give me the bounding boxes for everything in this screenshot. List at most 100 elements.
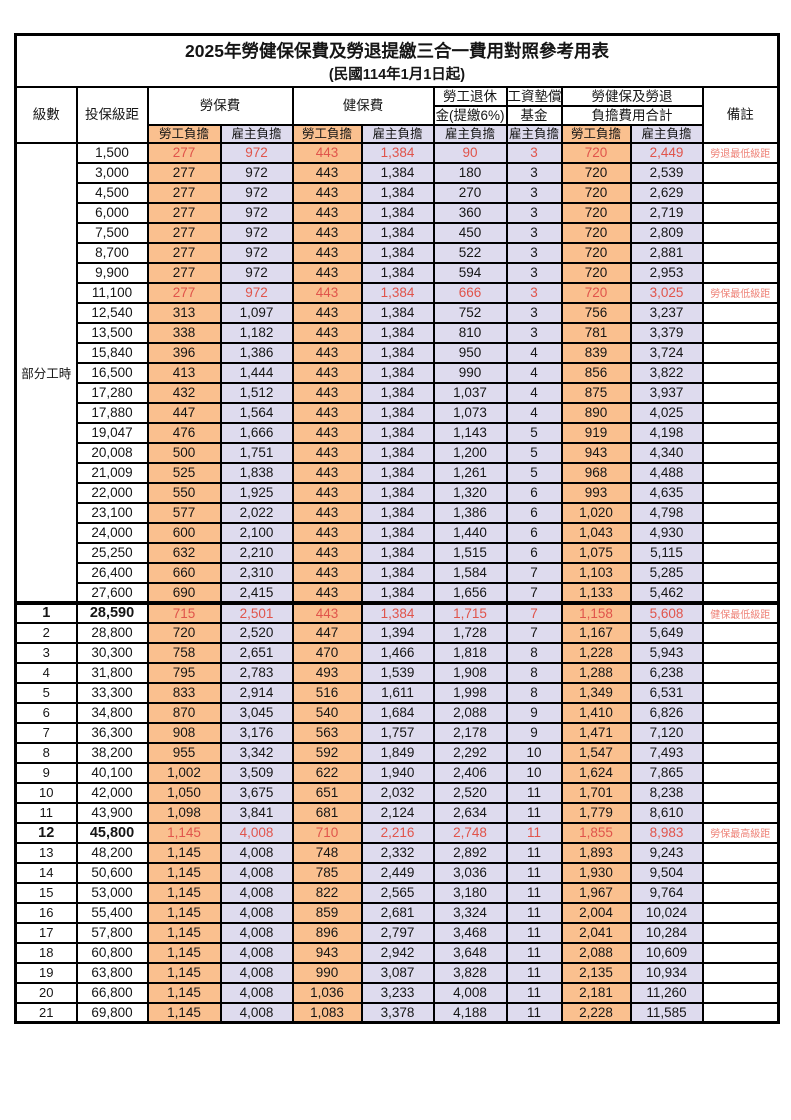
cell-value: 2,181 [560, 981, 632, 1004]
cell-insured-bracket: 43,900 [75, 801, 149, 824]
cell-value: 870 [146, 701, 222, 724]
cell-value: 6 [505, 521, 563, 544]
cell-insured-bracket: 26,400 [75, 561, 149, 584]
cell-value: 1,384 [360, 141, 435, 164]
table-row: 21 69,800 1,145 4,008 1,083 3,378 4,188 11 2,228… [14, 1001, 780, 1024]
cell-value: 11 [505, 1001, 563, 1024]
cell-insured-bracket: 45,800 [75, 821, 149, 844]
cell-value: 5 [505, 441, 563, 464]
cell-value: 2,415 [219, 581, 294, 604]
cell-value: 943 [291, 941, 363, 964]
cell-value: 2,501 [219, 600, 294, 624]
cell-remark [701, 961, 780, 984]
cell-value: 1,779 [560, 801, 632, 824]
cell-insured-bracket: 16,500 [75, 361, 149, 384]
cell-value: 10 [505, 761, 563, 784]
cell-value: 990 [291, 961, 363, 984]
cell-value: 577 [146, 501, 222, 524]
cell-insured-bracket: 30,300 [75, 641, 149, 664]
cell-value: 5,649 [629, 621, 704, 644]
cell-value: 2,942 [360, 941, 435, 964]
cell-insured-bracket: 17,880 [75, 401, 149, 424]
cell-value: 1,666 [219, 421, 294, 444]
cell-value: 859 [291, 901, 363, 924]
cell-value: 2,100 [219, 521, 294, 544]
table-row: 17,280 432 1,512 443 1,384 1,037 4 875 3,937 [16, 381, 780, 404]
table-row: 20,008 500 1,751 443 1,384 1,200 5 943 4,340 [16, 441, 780, 464]
cell-remark [701, 441, 780, 464]
cell-value: 11 [505, 841, 563, 864]
cell-value: 2,539 [629, 161, 704, 184]
cell-value: 3,233 [360, 981, 435, 1004]
sub-header-total-employer: 雇主負擔 [629, 123, 704, 144]
cell-value: 1,145 [146, 881, 222, 904]
cell-value: 919 [560, 421, 632, 444]
cell-value: 1,728 [432, 621, 508, 644]
cell-value: 720 [146, 621, 222, 644]
group-header-wage-fund-line2: 基金 [505, 104, 563, 126]
cell-value: 563 [291, 721, 363, 744]
cell-value: 5,285 [629, 561, 704, 584]
cell-value: 11 [505, 861, 563, 884]
cell-value: 2,719 [629, 201, 704, 224]
cell-value: 7 [505, 561, 563, 584]
cell-value: 3,180 [432, 881, 508, 904]
sub-header-pension-employer: 雇主負擔 [432, 123, 508, 144]
table-row: 11,100 277 972 443 1,384 666 3 720 3,025 勞保最低級距 [16, 281, 780, 304]
cell-value: 3,087 [360, 961, 435, 984]
cell-remark [701, 401, 780, 424]
cell-insured-bracket: 15,840 [75, 341, 149, 364]
cell-value: 1,384 [360, 181, 435, 204]
cell-insured-bracket: 23,100 [75, 501, 149, 524]
cell-remark [701, 581, 780, 604]
cell-level: 4 [14, 661, 78, 684]
cell-remark [701, 661, 780, 684]
cell-level: 20 [14, 981, 78, 1004]
cell-value: 972 [219, 181, 294, 204]
cell-value: 1,384 [360, 341, 435, 364]
table-row: 16 55,400 1,145 4,008 859 2,681 3,324 11 2,004 10… [14, 901, 780, 924]
cell-value: 1,182 [219, 321, 294, 344]
cell-level: 1 [14, 600, 78, 624]
table-row: 13 48,200 1,145 4,008 748 2,332 2,892 11 1,893 9,… [14, 841, 780, 864]
cell-insured-bracket: 66,800 [75, 981, 149, 1004]
title-cell: 2025年勞健保保費及勞退提繳三合一費用對照參考用表 (民國114年1月1日起) [14, 33, 780, 88]
cell-value: 443 [291, 561, 363, 584]
cell-value: 720 [560, 201, 632, 224]
cell-value: 1,145 [146, 1001, 222, 1024]
cell-level: 7 [14, 721, 78, 744]
cell-value: 2,520 [432, 781, 508, 804]
cell-value: 990 [432, 361, 508, 384]
cell-value: 1,200 [432, 441, 508, 464]
cell-value: 3,841 [219, 801, 294, 824]
cell-value: 5,608 [629, 600, 704, 624]
cell-value: 1,547 [560, 741, 632, 764]
table-row: 10 42,000 1,050 3,675 651 2,032 2,520 11 1,701 8,… [14, 781, 780, 804]
cell-insured-bracket: 36,300 [75, 721, 149, 744]
cell-value: 277 [146, 181, 222, 204]
cell-remark [701, 781, 780, 804]
cell-value: 3 [505, 181, 563, 204]
cell-value: 1,050 [146, 781, 222, 804]
cell-value: 443 [291, 481, 363, 504]
cell-value: 890 [560, 401, 632, 424]
table-row: 18 60,800 1,145 4,008 943 2,942 3,648 11 2,088 10… [14, 941, 780, 964]
cell-value: 4,008 [219, 981, 294, 1004]
title-row: 2025年勞健保保費及勞退提繳三合一費用對照參考用表 (民國114年1月1日起) [14, 33, 780, 88]
table-row: 19 63,800 1,145 4,008 990 3,087 3,828 11 2,135 10… [14, 961, 780, 984]
cell-value: 1,855 [560, 821, 632, 844]
cell-value: 1,394 [360, 621, 435, 644]
cell-value: 6,238 [629, 661, 704, 684]
cell-insured-bracket: 1,500 [75, 141, 149, 164]
cell-value: 7 [505, 621, 563, 644]
cell-value: 1,930 [560, 861, 632, 884]
cell-value: 8 [505, 641, 563, 664]
cell-value: 950 [432, 341, 508, 364]
cell-value: 600 [146, 521, 222, 544]
cell-value: 277 [146, 281, 222, 304]
cell-value: 443 [291, 501, 363, 524]
table-row: 22,000 550 1,925 443 1,384 1,320 6 993 4,635 [16, 481, 780, 504]
table-row: 17 57,800 1,145 4,008 896 2,797 3,468 11 2,041 10… [14, 921, 780, 944]
cell-value: 632 [146, 541, 222, 564]
cell-value: 443 [291, 301, 363, 324]
